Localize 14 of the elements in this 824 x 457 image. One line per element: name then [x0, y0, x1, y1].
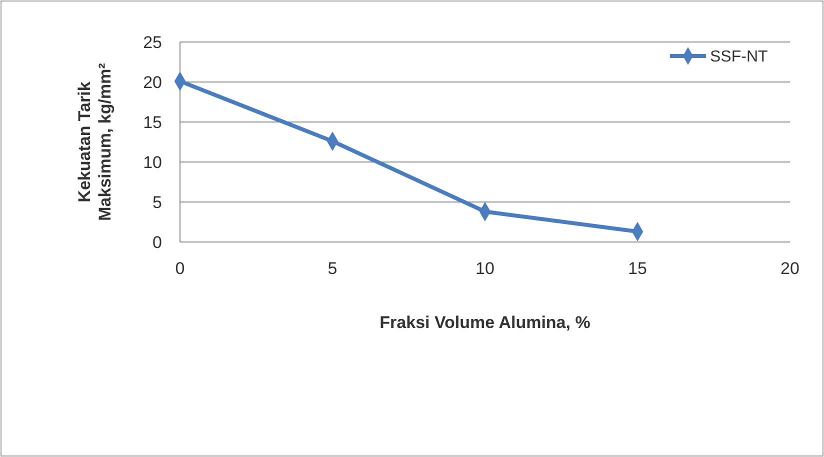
- y-axis-title: Kekuatan Tarik Maksimum, kg/mm²: [74, 62, 114, 221]
- x-tick-label: 5: [328, 259, 338, 278]
- x-tick-label: 0: [175, 259, 185, 278]
- x-tick-label: 20: [780, 259, 800, 278]
- x-axis-title: Fraksi Volume Alumina, %: [380, 313, 590, 332]
- legend-label: SSF-NT: [710, 48, 768, 66]
- y-tick-label: 5: [152, 192, 162, 212]
- y-tick-label: 0: [152, 232, 162, 252]
- y-tick-label: 15: [143, 112, 162, 132]
- y-tick-label: 20: [143, 72, 162, 92]
- y-tick-label: 10: [143, 152, 162, 172]
- y-tick-label: 25: [143, 32, 162, 52]
- x-tick-label: 10: [476, 259, 494, 278]
- x-tick-label: 15: [628, 259, 647, 278]
